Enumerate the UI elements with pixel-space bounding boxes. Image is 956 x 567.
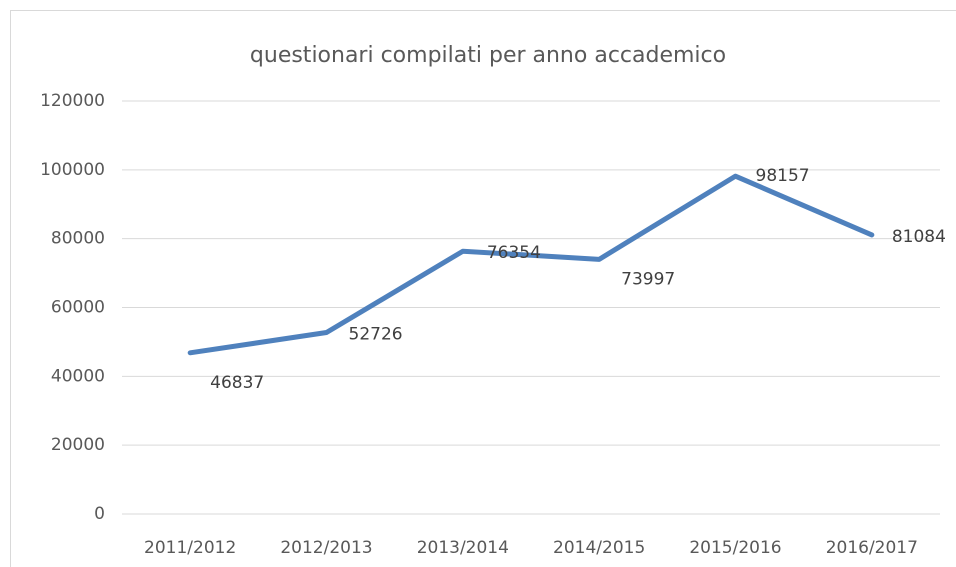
data-label: 46837 [210, 373, 264, 393]
data-label: 73997 [621, 269, 675, 289]
y-tick-label: 100000 [40, 160, 105, 180]
y-tick-label: 40000 [51, 366, 105, 386]
y-tick-label: 60000 [51, 298, 105, 318]
y-tick-label: 80000 [51, 229, 105, 249]
chart-border [10, 10, 956, 567]
data-label: 52726 [349, 325, 403, 345]
data-label: 98157 [756, 166, 810, 186]
x-tick-label: 2013/2014 [417, 538, 509, 558]
chart-title: questionari compilati per anno accademic… [250, 43, 726, 68]
x-tick-label: 2016/2017 [826, 538, 918, 558]
x-tick-label: 2011/2012 [144, 538, 236, 558]
data-label: 76354 [487, 243, 541, 263]
x-tick-label: 2012/2013 [280, 538, 372, 558]
y-tick-label: 0 [94, 504, 105, 524]
y-tick-label: 20000 [51, 435, 105, 455]
x-tick-label: 2014/2015 [553, 538, 645, 558]
y-tick-label: 120000 [40, 91, 105, 111]
data-label: 81084 [892, 227, 946, 247]
line-series [187, 173, 875, 356]
x-tick-label: 2015/2016 [689, 538, 781, 558]
